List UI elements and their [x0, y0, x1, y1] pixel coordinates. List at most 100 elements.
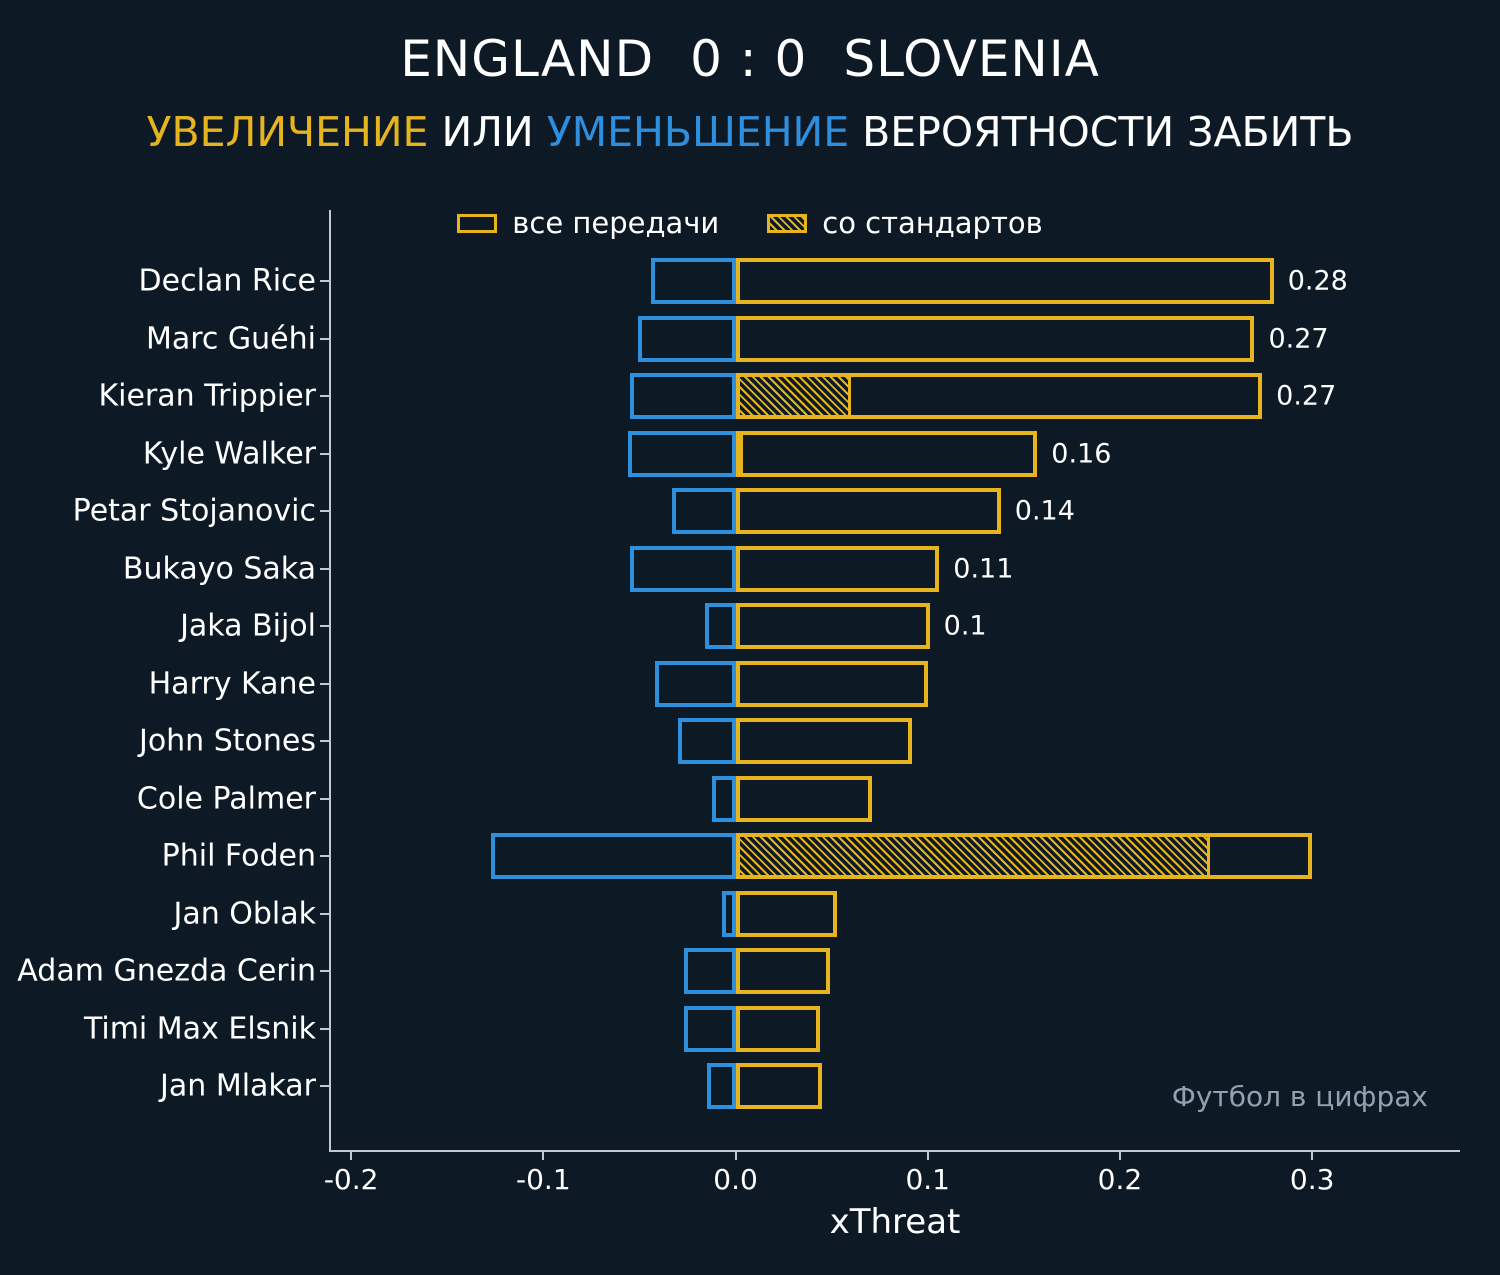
y-axis-label: Petar Stojanovic: [72, 493, 316, 529]
y-tick-mark: [320, 797, 330, 800]
y-tick-mark: [320, 1027, 330, 1030]
y-tick-mark: [320, 740, 330, 742]
y-tick-mark: [320, 395, 330, 397]
x-axis-tick-label: 0.3: [1289, 1163, 1335, 1196]
negative-bar: [712, 775, 736, 822]
negative-bar: [637, 315, 736, 362]
away-team-name: SLOVENIA: [843, 30, 1100, 88]
positive-bar: [735, 948, 830, 994]
x-tick-mark: [1118, 1151, 1121, 1160]
positive-bar: [735, 545, 940, 592]
negative-bar: [704, 603, 736, 649]
positive-bar: [735, 775, 872, 822]
match-score: 0 : 0: [690, 30, 808, 88]
y-tick-mark: [320, 337, 330, 340]
y-tick-mark: [320, 567, 330, 570]
y-axis-label: Kyle Walker: [142, 436, 316, 471]
subtitle-decrease-word: УМЕНЬШЕНИЕ: [546, 108, 850, 156]
x-tick-mark: [926, 1151, 929, 1160]
bar-value-label: 0.1: [943, 610, 987, 642]
y-tick-mark: [320, 510, 330, 512]
positive-bar: [735, 603, 930, 649]
negative-bar: [683, 948, 736, 994]
x-axis-tick-label: 0.2: [1097, 1163, 1143, 1196]
y-tick-mark: [320, 625, 330, 627]
x-tick-mark: [542, 1151, 545, 1160]
bar-value-label: 0.28: [1287, 265, 1348, 297]
y-tick-mark: [320, 452, 330, 455]
bar-value-label: 0.27: [1276, 380, 1337, 412]
y-axis-label: Bukayo Saka: [122, 551, 316, 586]
negative-bar: [629, 373, 736, 419]
y-axis-label: Phil Foden: [161, 838, 316, 874]
y-axis-label: Adam Gnezda Cerin: [17, 953, 316, 989]
negative-bar: [706, 1063, 736, 1109]
subtitle-increase-word: УВЕЛИЧЕНИЕ: [146, 108, 429, 156]
negative-bar: [629, 545, 736, 592]
legend: все передачи со стандартов: [0, 206, 1500, 240]
chart-subtitle: УВЕЛИЧЕНИЕ ИЛИ УМЕНЬШЕНИЕ ВЕРОЯТНОСТИ ЗА…: [0, 108, 1500, 156]
negative-bar: [491, 833, 736, 879]
y-tick-mark: [320, 912, 330, 915]
watermark: Футбол в цифрах: [1171, 1080, 1428, 1113]
chart-title: ENGLAND 0 : 0 SLOVENIA: [0, 30, 1500, 88]
legend-label: все передачи: [512, 206, 720, 240]
home-team-name: ENGLAND: [400, 30, 655, 88]
y-tick-mark: [320, 682, 330, 685]
bar-value-label: 0.11: [953, 553, 1014, 584]
positive-bar: [735, 1005, 821, 1052]
positive-bar: [735, 488, 1001, 534]
y-tick-mark: [320, 1085, 330, 1087]
y-axis-label: Timi Max Elsnik: [83, 1011, 316, 1046]
negative-bar: [654, 660, 736, 707]
positive-bar: [735, 430, 1038, 477]
bar-value-label: 0.14: [1014, 495, 1075, 527]
positive-bar: [735, 258, 1274, 304]
negative-bar: [672, 488, 736, 534]
negative-bar: [722, 890, 736, 937]
y-axis-label: Cole Palmer: [136, 781, 316, 816]
y-tick-mark: [320, 855, 330, 857]
y-axis-label: Kieran Trippier: [98, 378, 316, 414]
x-axis-tick-label: 0.1: [905, 1163, 950, 1196]
y-axis-label: Jan Mlakar: [160, 1068, 316, 1104]
positive-bar: [735, 315, 1255, 362]
x-tick-mark: [1311, 1151, 1314, 1160]
x-axis-spine: [329, 1150, 1460, 1152]
subtitle-conjunction: ИЛИ: [428, 108, 547, 156]
y-tick-mark: [320, 280, 330, 282]
x-tick-mark: [734, 1151, 737, 1160]
y-axis-label: John Stones: [138, 723, 316, 759]
x-axis-title: xThreat: [829, 1202, 961, 1242]
x-axis-tick-label: 0.0: [713, 1163, 758, 1196]
y-axis-label: Harry Kane: [148, 666, 316, 701]
x-tick-mark: [350, 1151, 353, 1160]
subtitle-tail: ВЕРОЯТНОСТИ ЗАБИТЬ: [849, 108, 1354, 156]
y-tick-mark: [320, 970, 330, 972]
set-piece-bar: [735, 430, 744, 477]
y-axis-label: Declan Rice: [138, 263, 316, 299]
set-piece-bar: [735, 833, 1211, 879]
legend-item-all-passes: все передачи: [457, 206, 719, 240]
bar-value-label: 0.16: [1051, 438, 1112, 469]
plot-area: 0.28 0.27 0.27 0.16 0.14 0.11 0.1: [330, 210, 1460, 1150]
all-passes-swatch-icon: [457, 213, 498, 233]
positive-bar: [735, 1063, 823, 1109]
x-axis-tick-label: -0.2: [323, 1163, 379, 1196]
negative-bar: [683, 1005, 736, 1052]
negative-bar: [677, 718, 736, 764]
legend-label: со стандартов: [822, 206, 1043, 240]
positive-bar: [735, 660, 928, 707]
negative-bar: [627, 430, 736, 477]
legend-item-set-pieces: со стандартов: [767, 206, 1043, 240]
y-axis-label: Marc Guéhi: [145, 321, 316, 356]
x-axis-tick-label: -0.1: [516, 1163, 571, 1196]
positive-bar: [735, 718, 913, 764]
set-piece-bar: [735, 373, 851, 419]
positive-bar: [735, 890, 838, 937]
set-pieces-swatch-icon: [767, 213, 808, 233]
y-axis-spine: [329, 210, 331, 1152]
negative-bar: [650, 258, 736, 304]
bar-value-label: 0.27: [1268, 323, 1329, 354]
